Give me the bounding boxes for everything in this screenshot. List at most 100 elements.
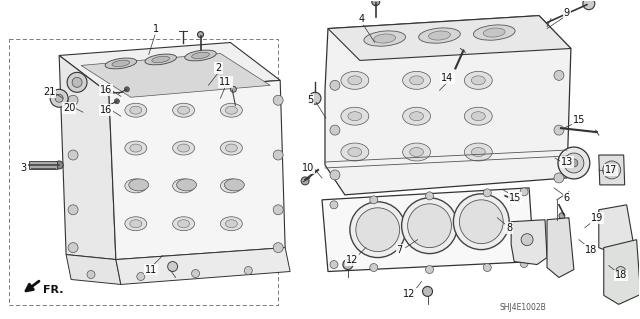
Circle shape — [50, 89, 68, 107]
Circle shape — [554, 70, 564, 80]
Circle shape — [330, 170, 340, 180]
Polygon shape — [66, 255, 121, 285]
Circle shape — [520, 260, 528, 268]
Circle shape — [350, 202, 406, 257]
Text: 16: 16 — [100, 85, 112, 95]
Circle shape — [426, 192, 433, 200]
Circle shape — [330, 261, 338, 269]
Ellipse shape — [465, 71, 492, 89]
Ellipse shape — [403, 71, 431, 89]
Text: 4: 4 — [359, 14, 365, 24]
Polygon shape — [511, 220, 547, 264]
Circle shape — [370, 263, 378, 271]
Ellipse shape — [112, 60, 130, 67]
Ellipse shape — [220, 103, 243, 117]
Text: 16: 16 — [100, 105, 112, 115]
Bar — [29, 161, 57, 169]
Circle shape — [115, 99, 120, 104]
Circle shape — [453, 194, 509, 249]
Ellipse shape — [348, 148, 362, 157]
Ellipse shape — [125, 141, 147, 155]
Ellipse shape — [220, 179, 243, 193]
Circle shape — [330, 201, 338, 209]
Polygon shape — [328, 16, 571, 60]
Text: SHJ4E1002B: SHJ4E1002B — [499, 303, 546, 312]
Circle shape — [309, 92, 321, 104]
Circle shape — [55, 161, 63, 169]
Circle shape — [343, 260, 353, 270]
Ellipse shape — [341, 143, 369, 161]
Ellipse shape — [178, 106, 189, 114]
Circle shape — [370, 196, 378, 204]
Circle shape — [554, 125, 564, 135]
Text: 17: 17 — [605, 165, 617, 175]
Polygon shape — [599, 205, 634, 255]
Polygon shape — [109, 80, 285, 260]
Circle shape — [67, 72, 87, 92]
Circle shape — [244, 267, 252, 274]
Circle shape — [68, 205, 78, 215]
Ellipse shape — [130, 144, 142, 152]
Ellipse shape — [374, 34, 396, 43]
Polygon shape — [325, 16, 571, 195]
Ellipse shape — [225, 220, 237, 228]
Circle shape — [520, 188, 528, 196]
Circle shape — [191, 270, 200, 278]
Polygon shape — [59, 56, 116, 260]
Circle shape — [608, 166, 616, 174]
Text: 8: 8 — [506, 223, 512, 233]
Text: 18: 18 — [585, 245, 597, 255]
Circle shape — [124, 87, 129, 92]
Circle shape — [564, 153, 584, 173]
Circle shape — [426, 265, 433, 273]
Circle shape — [301, 177, 309, 185]
Circle shape — [87, 271, 95, 278]
Ellipse shape — [185, 50, 216, 61]
Ellipse shape — [225, 179, 244, 191]
Circle shape — [483, 263, 492, 271]
Ellipse shape — [483, 28, 505, 37]
Polygon shape — [322, 188, 534, 271]
Circle shape — [554, 173, 564, 183]
Text: 14: 14 — [442, 73, 454, 83]
Circle shape — [616, 267, 626, 277]
Ellipse shape — [471, 112, 485, 121]
Text: 6: 6 — [564, 193, 570, 203]
Text: 13: 13 — [561, 157, 573, 167]
Ellipse shape — [474, 25, 515, 40]
Ellipse shape — [410, 76, 424, 85]
Ellipse shape — [220, 217, 243, 231]
Ellipse shape — [125, 179, 147, 193]
Ellipse shape — [341, 107, 369, 125]
Circle shape — [408, 204, 451, 248]
Ellipse shape — [403, 143, 431, 161]
Text: 15: 15 — [509, 193, 522, 203]
Ellipse shape — [471, 148, 485, 157]
Ellipse shape — [130, 220, 142, 228]
Circle shape — [168, 262, 178, 271]
Circle shape — [558, 147, 590, 179]
Circle shape — [68, 243, 78, 253]
Text: 5: 5 — [307, 95, 313, 105]
Ellipse shape — [364, 31, 406, 46]
Ellipse shape — [403, 107, 431, 125]
Circle shape — [460, 200, 503, 244]
Circle shape — [137, 272, 145, 280]
Ellipse shape — [173, 141, 195, 155]
Ellipse shape — [225, 182, 237, 190]
Ellipse shape — [341, 71, 369, 89]
Circle shape — [330, 80, 340, 90]
Ellipse shape — [465, 143, 492, 161]
Bar — [10, 39, 278, 305]
Ellipse shape — [125, 217, 147, 231]
Circle shape — [273, 243, 283, 253]
Ellipse shape — [173, 103, 195, 117]
Ellipse shape — [105, 58, 137, 69]
Text: 21: 21 — [43, 87, 56, 97]
Circle shape — [72, 78, 82, 87]
Text: 9: 9 — [564, 8, 570, 18]
Ellipse shape — [178, 220, 189, 228]
Circle shape — [402, 198, 458, 254]
Text: 3: 3 — [20, 163, 26, 173]
Ellipse shape — [173, 179, 195, 193]
